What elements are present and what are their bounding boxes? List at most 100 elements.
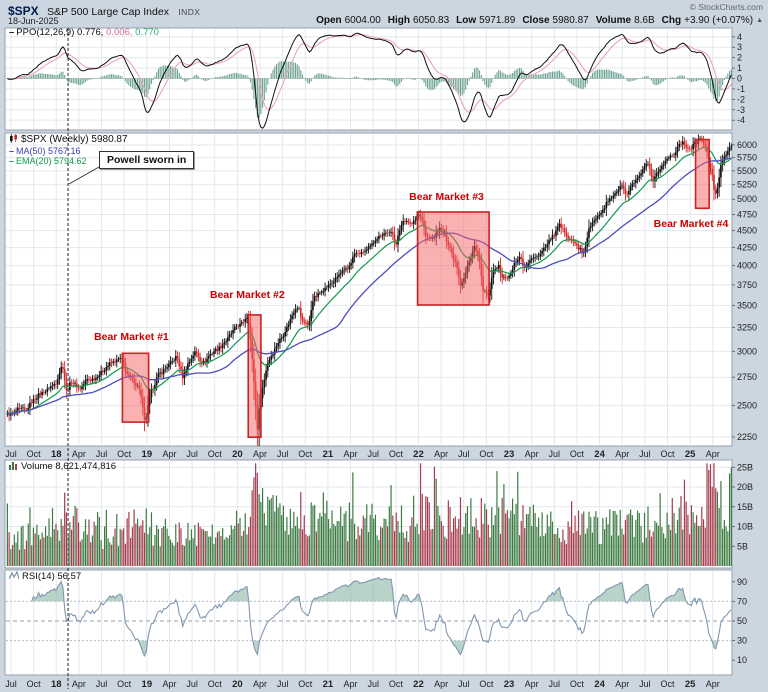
bear-market-2-label: Bear Market #2 — [209, 289, 285, 302]
svg-text:Jul: Jul — [458, 449, 470, 459]
svg-text:19: 19 — [142, 449, 153, 460]
svg-text:Jul: Jul — [186, 449, 198, 459]
svg-text:Oct: Oct — [479, 449, 494, 459]
exchange-label: INDX — [178, 7, 201, 17]
ppo-plot — [7, 32, 732, 129]
svg-text:Apr: Apr — [72, 679, 86, 689]
svg-text:23: 23 — [504, 679, 515, 690]
svg-text:20B: 20B — [737, 482, 753, 492]
svg-text:15B: 15B — [737, 502, 753, 512]
candlestick-icon — [9, 134, 18, 146]
svg-text:Jul: Jul — [277, 449, 289, 459]
svg-text:23: 23 — [504, 449, 515, 460]
copyright: © StockCharts.com — [689, 2, 763, 12]
svg-text:Apr: Apr — [344, 679, 358, 689]
bear-market-3-label: Bear Market #3 — [409, 190, 484, 203]
svg-text:3500: 3500 — [737, 300, 757, 310]
svg-text:90: 90 — [737, 577, 747, 587]
svg-text:Jul: Jul — [549, 449, 561, 459]
rsi-wave-icon — [8, 570, 20, 583]
quote-value: 6004.00 — [344, 15, 381, 26]
ma50-line-icon: – — [9, 146, 15, 156]
svg-text:18: 18 — [51, 449, 62, 460]
chart-header: $SPX S&P 500 Large Cap Index INDX — [8, 2, 200, 20]
bear-market-boxes — [121, 138, 710, 439]
svg-text:6000: 6000 — [737, 140, 757, 150]
axis-labels: 6000575055005250500047504500425040003750… — [5, 32, 757, 690]
svg-text:Oct: Oct — [27, 679, 42, 689]
svg-text:4250: 4250 — [737, 243, 757, 253]
volume-legend: Volume 8,621,474,816 — [9, 461, 116, 473]
svg-text:Jul: Jul — [277, 679, 289, 689]
svg-text:Apr: Apr — [525, 449, 539, 459]
svg-text:24: 24 — [594, 679, 605, 690]
svg-text:3000: 3000 — [737, 346, 757, 356]
svg-text:25: 25 — [685, 679, 696, 690]
rsi-legend: RSI(14) 56.57 — [8, 570, 82, 583]
svg-text:1: 1 — [737, 63, 742, 73]
svg-text:Apr: Apr — [253, 679, 267, 689]
svg-text:Oct: Oct — [117, 449, 132, 459]
svg-text:Jul: Jul — [96, 679, 108, 689]
ppo-legend: – PPO(12,26,9) 0.776, 0.006, 0.770 — [9, 27, 159, 38]
svg-text:3250: 3250 — [737, 322, 757, 332]
svg-text:2250: 2250 — [737, 432, 757, 442]
svg-text:21: 21 — [323, 679, 334, 690]
svg-text:4500: 4500 — [737, 226, 757, 236]
svg-text:30: 30 — [737, 636, 747, 646]
svg-text:Oct: Oct — [570, 679, 585, 689]
svg-text:25: 25 — [685, 449, 696, 460]
svg-text:-3: -3 — [737, 105, 745, 115]
volume-bars-icon — [9, 461, 18, 473]
bear-market-1-label: Bear Market #1 — [94, 330, 169, 343]
svg-text:Apr: Apr — [615, 679, 629, 689]
svg-text:70: 70 — [737, 596, 747, 606]
ema20-legend: – EMA(20) 5794.62 — [9, 156, 87, 166]
svg-text:20: 20 — [232, 679, 243, 690]
index-name: S&P 500 Large Cap Index — [47, 6, 169, 18]
svg-text:2: 2 — [737, 53, 742, 63]
svg-text:Apr: Apr — [525, 679, 539, 689]
svg-text:Apr: Apr — [344, 449, 358, 459]
quote-label: Low — [456, 15, 477, 26]
quote-value: 6050.83 — [413, 15, 450, 26]
quote-label: Chg — [661, 15, 682, 26]
svg-text:Apr: Apr — [706, 449, 720, 459]
svg-text:18: 18 — [51, 679, 62, 690]
svg-text:24: 24 — [594, 449, 605, 460]
svg-text:Oct: Oct — [389, 679, 404, 689]
svg-text:5500: 5500 — [737, 166, 757, 176]
ppo-line-icon: – — [9, 27, 15, 38]
svg-text:Oct: Oct — [27, 449, 42, 459]
svg-text:22: 22 — [413, 679, 424, 690]
ma50-legend: – MA(50) 5767.16 — [9, 146, 81, 156]
volume-value: 8,621,474,816 — [55, 461, 117, 472]
svg-text:Oct: Oct — [208, 679, 223, 689]
rsi-value: 56.57 — [57, 571, 82, 582]
symbol-legend: $SPX (Weekly) 5980.87 — [21, 134, 128, 145]
svg-text:Jul: Jul — [367, 449, 379, 459]
svg-text:-2: -2 — [737, 94, 745, 104]
svg-text:Oct: Oct — [298, 679, 313, 689]
svg-text:Oct: Oct — [479, 679, 494, 689]
svg-text:Apr: Apr — [706, 679, 720, 689]
quote-label: Close — [522, 15, 550, 26]
ppo-value-hist: 0.006, — [106, 27, 133, 38]
svg-text:-1: -1 — [737, 84, 745, 94]
ppo-value-line: 0.776, — [77, 27, 104, 38]
svg-text:Jul: Jul — [96, 449, 108, 459]
svg-text:Apr: Apr — [253, 449, 267, 459]
svg-text:Oct: Oct — [298, 449, 313, 459]
svg-text:50: 50 — [737, 616, 747, 626]
svg-text:Apr: Apr — [434, 449, 448, 459]
svg-text:4: 4 — [737, 32, 742, 42]
quote-label: Open — [316, 15, 342, 26]
svg-text:Oct: Oct — [660, 679, 675, 689]
svg-text:Apr: Apr — [162, 679, 176, 689]
quote-value: +3.90 (+0.07%) — [684, 15, 754, 26]
svg-text:Oct: Oct — [570, 449, 585, 459]
svg-text:0: 0 — [737, 74, 742, 84]
svg-text:10: 10 — [737, 655, 747, 665]
